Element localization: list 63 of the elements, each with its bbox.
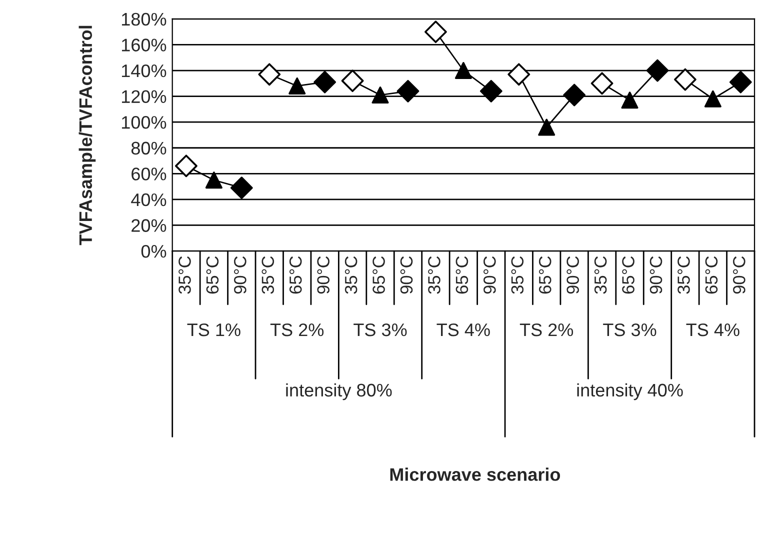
x-tick-label: 90°C: [234, 256, 246, 294]
point: [646, 59, 669, 82]
point: [621, 92, 638, 109]
y-tick-label: 20%: [132, 219, 166, 232]
text: Microwave scenario: [390, 468, 560, 481]
point: [288, 77, 306, 94]
y-tick-label: 120%: [122, 90, 166, 104]
point: [538, 118, 556, 136]
x-tick-label: 90°C: [484, 256, 496, 294]
x-tick-label: 35°C: [178, 256, 191, 294]
x-tick-label: 35°C: [262, 256, 274, 294]
y-tick-label: 60%: [132, 168, 166, 180]
text: TS 3%: [603, 323, 656, 336]
text: TS 3%: [354, 323, 407, 336]
x-tick-label: 90°C: [650, 256, 662, 294]
x-tick-label: 65°C: [622, 256, 634, 294]
point: [372, 86, 389, 104]
y-tick-label: 100%: [122, 116, 166, 129]
x-tick-label: 65°C: [456, 256, 468, 294]
y-tick-label: 40%: [131, 193, 166, 206]
text: TS 4%: [686, 323, 740, 336]
point: [396, 80, 420, 102]
point: [729, 70, 752, 94]
x-tick-label: 65°C: [372, 256, 385, 294]
point: [424, 20, 447, 44]
x-tick-label: 65°C: [289, 256, 302, 294]
y-tick-label: 180%: [122, 12, 166, 26]
point: [704, 90, 722, 108]
x-tick-label: 35°C: [678, 256, 690, 294]
text: intensity 80%: [286, 383, 392, 400]
point: [480, 80, 502, 102]
point: [175, 154, 198, 178]
point: [205, 172, 222, 189]
x-tick-label: 35°C: [594, 256, 607, 294]
x-tick-label: 35°C: [511, 256, 524, 294]
point: [590, 72, 614, 95]
point: [258, 63, 281, 86]
x-tick-label: 90°C: [733, 256, 746, 294]
x-tick-label: 90°C: [317, 256, 330, 294]
point: [314, 70, 336, 94]
text: TS 2%: [520, 323, 574, 336]
text: TS 1%: [187, 323, 240, 336]
y-tick-label: 140%: [122, 64, 166, 78]
x-tick-label: 35°C: [344, 256, 358, 294]
x-tick-label: 65°C: [705, 256, 718, 294]
point: [563, 84, 586, 106]
point: [230, 176, 253, 200]
y-axis-title: TVFAsample/TVFAcontrol: [78, 26, 96, 246]
x-tick-label: 65°C: [206, 256, 219, 294]
y-tick-label: 160%: [122, 38, 166, 52]
point: [674, 68, 696, 91]
y-tick-label: 80%: [131, 142, 166, 155]
x-tick-label: 35°C: [428, 256, 440, 294]
x-tick-label: 65°C: [538, 256, 552, 294]
text: TS 2%: [270, 323, 324, 336]
point: [341, 70, 364, 92]
point: [454, 62, 472, 80]
text: intensity 40%: [577, 383, 683, 400]
point: [508, 63, 530, 86]
text: TS 4%: [436, 323, 490, 336]
y-tick-label: 0%: [141, 244, 166, 258]
x-tick-label: 90°C: [400, 256, 413, 294]
x-tick-label: 90°C: [566, 256, 579, 294]
